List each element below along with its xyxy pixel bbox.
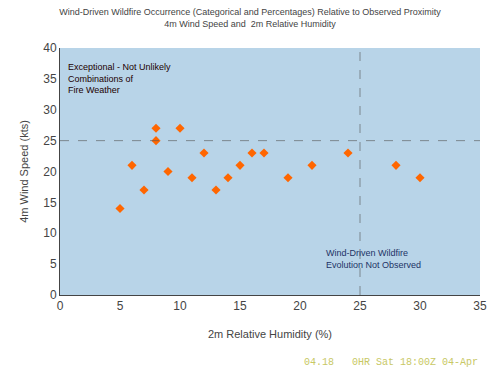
svg-text:0: 0 [50, 288, 57, 302]
svg-text:Wind-Driven Wildfire Occurrenc: Wind-Driven Wildfire Occurrence (Categor… [59, 7, 441, 29]
svg-text:10: 10 [43, 226, 57, 240]
svg-text:20: 20 [293, 299, 307, 313]
svg-text:Wind-Driven WildfireEvolution: Wind-Driven WildfireEvolution Not Observ… [326, 248, 421, 270]
svg-text:2m Relative Humidity (%): 2m Relative Humidity (%) [208, 328, 332, 340]
svg-text:10: 10 [173, 299, 187, 313]
svg-text:35: 35 [43, 72, 57, 86]
svg-text:20: 20 [43, 165, 57, 179]
svg-text:4m Wind Speed (kts): 4m Wind Speed (kts) [18, 120, 30, 223]
svg-text:5: 5 [50, 257, 57, 271]
svg-text:04.18 0HR Sat 18:00Z 04-Apr: 04.18 0HR Sat 18:00Z 04-Apr [304, 357, 478, 368]
svg-text:40: 40 [43, 41, 57, 55]
svg-text:Exceptional - Not UnlikelyComb: Exceptional - Not UnlikelyCombinations o… [68, 62, 171, 95]
svg-text:5: 5 [117, 299, 124, 313]
svg-text:15: 15 [233, 299, 247, 313]
svg-text:15: 15 [43, 196, 57, 210]
svg-text:30: 30 [43, 103, 57, 117]
svg-text:25: 25 [43, 134, 57, 148]
svg-text:35: 35 [473, 299, 487, 313]
svg-text:30: 30 [413, 299, 427, 313]
svg-text:0: 0 [57, 299, 64, 313]
svg-text:25: 25 [353, 299, 367, 313]
